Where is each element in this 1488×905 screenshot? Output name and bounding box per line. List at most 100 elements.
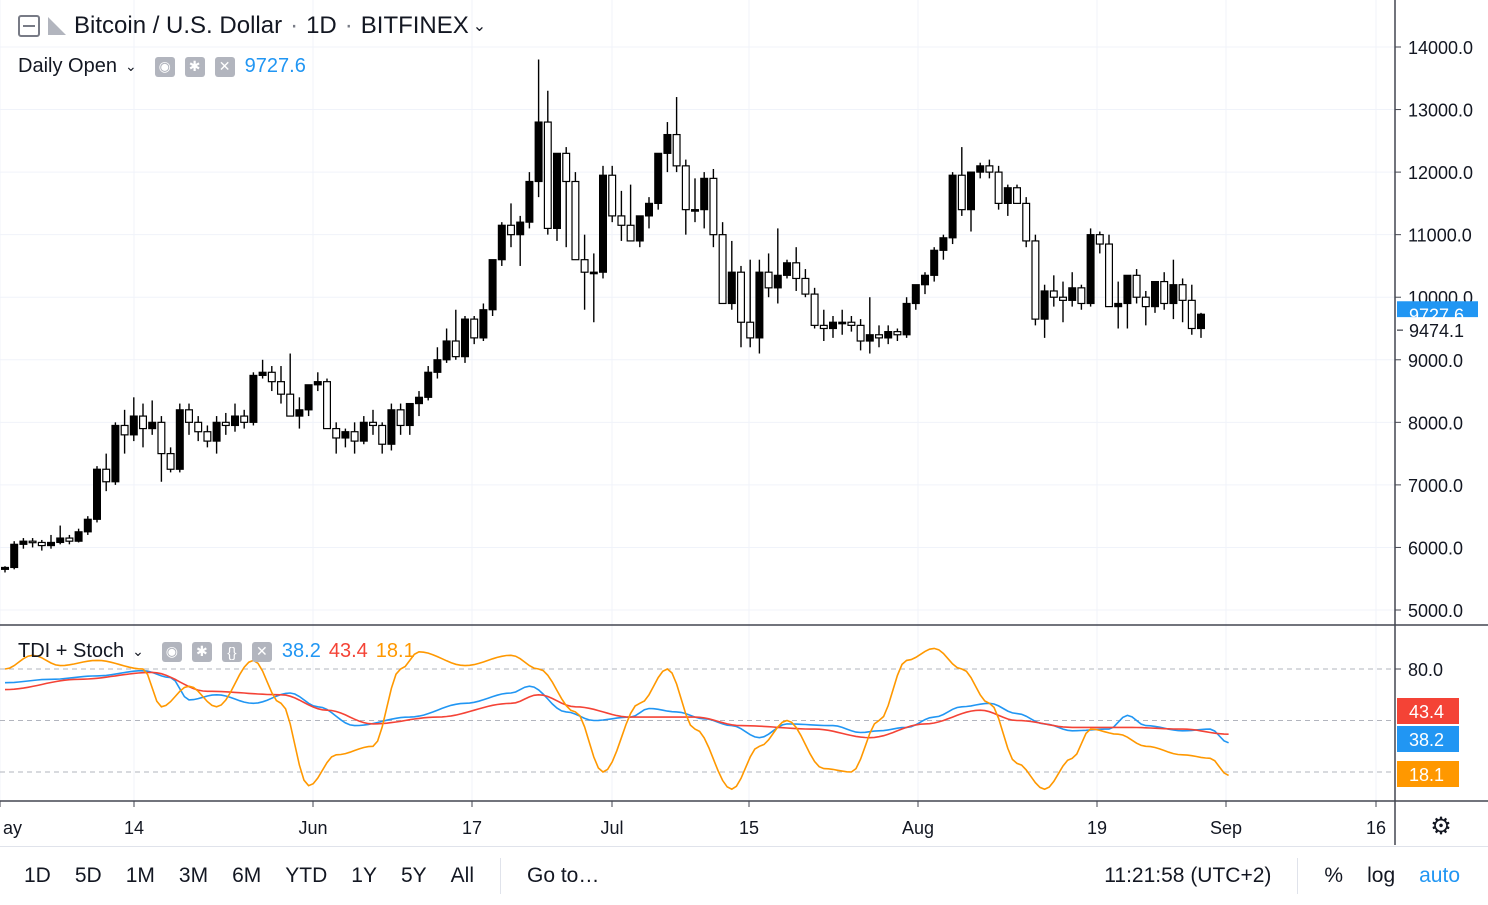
range-1m-button[interactable]: 1M xyxy=(125,864,155,887)
candle xyxy=(700,172,709,229)
candle xyxy=(948,172,957,245)
candle xyxy=(1012,184,1021,204)
candle-body-up xyxy=(488,259,497,311)
candle-body-down xyxy=(985,165,994,173)
range-3m-button[interactable]: 3M xyxy=(178,864,209,887)
candle xyxy=(644,197,653,229)
candle xyxy=(1196,312,1205,338)
candle xyxy=(828,315,837,338)
candle-body-up xyxy=(589,271,598,275)
candle-body-down xyxy=(378,424,387,445)
candle-body-up xyxy=(635,215,644,242)
candle xyxy=(277,366,286,404)
candle xyxy=(736,265,745,348)
chevron-down-icon[interactable]: ⌄ xyxy=(132,643,144,659)
candle-body-up xyxy=(1123,274,1132,305)
candle xyxy=(755,259,764,354)
collapse-icon[interactable] xyxy=(18,15,40,37)
gear-icon[interactable]: ✱ xyxy=(191,641,212,662)
tdi-red-value: 43.4 xyxy=(328,640,368,662)
candle xyxy=(1,566,10,573)
goto-date-button[interactable]: Go to… xyxy=(527,864,600,887)
candle xyxy=(1077,284,1086,310)
gear-icon[interactable]: ✱ xyxy=(184,56,205,77)
price-tick-label: 13000.0 xyxy=(1408,101,1473,121)
range-all-button[interactable]: All xyxy=(450,864,474,887)
clock-timezone[interactable]: 11:21:58 (UTC+2) xyxy=(1104,864,1272,887)
close-icon[interactable]: ✕ xyxy=(214,56,235,77)
candle-body-up xyxy=(948,174,957,239)
candle-body-down xyxy=(957,174,966,211)
eye-icon[interactable]: ◉ xyxy=(154,56,175,77)
candle xyxy=(148,400,157,435)
candle-body-down xyxy=(1187,299,1196,330)
sub-indicator-legend: TDI + Stoch ⌄ ◉ ✱ {} ✕ 38.2 43.4 18.1 xyxy=(18,640,415,663)
candle-body-up xyxy=(1169,284,1178,305)
candle xyxy=(1086,228,1095,307)
tdi-blue-value: 38.2 xyxy=(281,640,321,662)
candle xyxy=(792,247,801,291)
candle-body-down xyxy=(65,537,74,542)
time-axis: ay 14 Jun 17 Jul 15 Aug 19 Sep 16 xyxy=(0,801,1386,838)
candle xyxy=(56,525,65,545)
candle xyxy=(598,165,607,279)
range-1y-button[interactable]: 1Y xyxy=(351,864,377,887)
candle-body-down xyxy=(792,262,801,280)
candle-body-up xyxy=(111,424,120,483)
candle xyxy=(461,315,470,363)
candle xyxy=(571,172,580,261)
candle-body-up xyxy=(755,271,764,339)
chevron-down-icon[interactable]: ⌄ xyxy=(472,18,487,35)
candle-body-up xyxy=(304,384,313,411)
candle-body-up xyxy=(175,409,184,470)
candle-body-up xyxy=(773,274,782,289)
candle-body-down xyxy=(764,271,773,289)
bitfinex-logo-icon xyxy=(48,17,66,35)
auto-scale-toggle[interactable]: auto xyxy=(1419,864,1460,887)
range-6m-button[interactable]: 6M xyxy=(232,864,262,887)
source-code-icon[interactable]: {} xyxy=(221,641,242,662)
candle xyxy=(139,403,148,448)
stoch-orange-value: 18.1 xyxy=(375,640,415,662)
candle-body-up xyxy=(939,237,948,251)
time-tick-label: ay xyxy=(3,818,22,838)
candle xyxy=(534,59,543,198)
symbol-title[interactable]: Bitcoin / U.S. Dollar xyxy=(74,12,283,39)
oscillator-series-line xyxy=(4,647,1229,791)
log-scale-toggle[interactable]: log xyxy=(1367,864,1396,887)
range-ytd-button[interactable]: YTD xyxy=(285,864,328,887)
eye-icon[interactable]: ◉ xyxy=(161,641,182,662)
chevron-down-icon[interactable]: ⌄ xyxy=(124,58,137,74)
candle-body-down xyxy=(1049,290,1058,298)
candle xyxy=(359,416,368,445)
range-5y-button[interactable]: 5Y xyxy=(400,864,427,887)
range-5d-button[interactable]: 5D xyxy=(74,864,102,887)
candle-body-down xyxy=(203,431,212,442)
candle xyxy=(19,538,28,549)
candle xyxy=(341,428,350,448)
close-icon[interactable]: ✕ xyxy=(251,641,272,662)
candle-body-up xyxy=(461,318,470,358)
gear-icon[interactable]: ⚙ xyxy=(1430,812,1452,840)
candle xyxy=(654,152,663,210)
bottom-toolbar: 1D 5D 1M 3M 6M YTD 1Y 5Y All Go to… 11:2… xyxy=(0,846,1488,905)
toolbar-divider xyxy=(500,858,501,894)
tdi-stoch-label[interactable]: TDI + Stoch xyxy=(18,640,125,662)
oscillator-tick-label: 80.0 xyxy=(1408,660,1443,680)
candle-body-up xyxy=(838,321,847,325)
candle-body-up xyxy=(313,381,322,386)
oscillator-value-box xyxy=(1397,698,1459,724)
candle-body-down xyxy=(847,321,856,326)
daily-open-label[interactable]: Daily Open xyxy=(18,55,117,77)
candle-body-down xyxy=(102,468,111,483)
percent-scale-toggle[interactable]: % xyxy=(1324,864,1344,887)
candle-body-up xyxy=(552,152,561,230)
candle-body-up xyxy=(83,518,92,533)
range-1d-button[interactable]: 1D xyxy=(24,864,51,887)
interval-label[interactable]: 1D xyxy=(306,12,337,39)
candle-body-down xyxy=(166,453,175,470)
candle-body-up xyxy=(1040,290,1049,320)
exchange-label[interactable]: BITFINEX xyxy=(360,12,469,39)
candle-body-down xyxy=(240,415,249,423)
